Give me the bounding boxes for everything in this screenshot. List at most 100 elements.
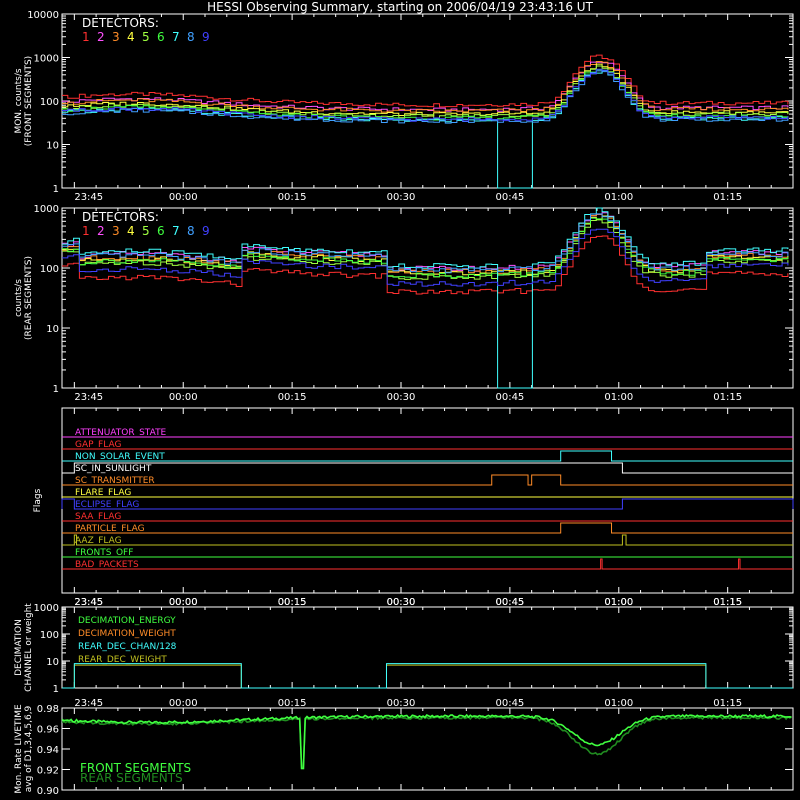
y-tick-label: 0.98 (37, 704, 59, 715)
x-tick-label: 00:30 (387, 597, 416, 608)
legend-detector-6: 6 (157, 30, 165, 44)
series-detector-8 (62, 213, 789, 274)
flag-label: BAD_PACKETS (75, 560, 139, 570)
legend-livetime: REAR SEGMENTS (80, 771, 183, 785)
y-axis-label: (REAR SEGMENTS) (24, 256, 34, 340)
legend-detector-4: 4 (127, 30, 135, 44)
x-tick-label: 00:00 (169, 392, 198, 403)
x-tick-label: 23:45 (74, 698, 103, 709)
legend-detector-1: 1 (82, 30, 90, 44)
series-detector-8 (62, 70, 789, 124)
panel-3-frame (61, 606, 794, 689)
y-tick-label: 1000 (34, 54, 59, 65)
x-tick-label: 00:45 (495, 597, 524, 608)
flag-label: ECLIPSE_FLAG (75, 500, 139, 510)
legend-detector-4: 4 (127, 224, 135, 238)
legend-decimation: DECIMATION_WEIGHT (78, 629, 176, 639)
x-tick-label: 00:00 (169, 698, 198, 709)
x-tick-label: 00:00 (169, 192, 198, 203)
flag-line (62, 462, 793, 474)
series-detector-1 (62, 54, 789, 108)
legend-title: DETECTORS: (82, 210, 159, 224)
series-detector-6 (62, 217, 789, 279)
flag-label: PARTICLE_FLAG (75, 524, 145, 534)
y-tick-label: 0.92 (37, 766, 59, 777)
flag-label: SAA_FLAG (75, 512, 121, 522)
legend-decimation: DECIMATION_ENERGY (78, 616, 176, 626)
x-tick-label: 23:45 (74, 597, 103, 608)
legend-title: DETECTORS: (82, 16, 159, 30)
legend-detector-9: 9 (202, 30, 210, 44)
y-axis-label: Flags (33, 488, 43, 512)
legend-detector-7: 7 (172, 30, 180, 44)
legend-livetime: FRONT SEGMENTS (80, 761, 191, 775)
x-tick-label: 00:00 (169, 597, 198, 608)
series-detector-3 (62, 61, 789, 113)
x-tick-label: 00:45 (495, 192, 524, 203)
flag-label: FLARE_FLAG (75, 488, 131, 498)
legend-detector-9: 9 (202, 224, 210, 238)
flag-line (62, 474, 793, 486)
series-rear-dec-weight (62, 664, 793, 689)
x-tick-label: 00:15 (278, 698, 307, 709)
y-tick-label: 10 (46, 141, 59, 152)
y-tick-label: 1000 (34, 204, 59, 215)
y-axis-label: MON. counts/s (14, 68, 24, 133)
x-tick-label: 00:00 (169, 597, 198, 608)
x-tick-label: 00:15 (278, 597, 307, 608)
y-tick-label: 1 (53, 184, 59, 195)
legend-detector-5: 5 (142, 224, 150, 238)
x-tick-label: 00:45 (495, 392, 524, 403)
legend-detector-3: 3 (112, 224, 120, 238)
x-tick-label: 00:15 (278, 597, 307, 608)
flag-line (61, 498, 794, 510)
x-tick-label: 01:15 (713, 698, 742, 709)
flag-line (62, 522, 793, 534)
panel-1-frame (61, 207, 794, 389)
x-tick-label: 00:30 (387, 597, 416, 608)
flag-label: SC_IN_SUNLIGHT (75, 464, 152, 474)
series-detector-9 (62, 228, 789, 287)
y-tick-label: 100 (40, 264, 59, 275)
y-tick-label: 10000 (27, 10, 59, 21)
y-tick-label: 1 (53, 684, 59, 695)
x-tick-label: 00:15 (278, 392, 307, 403)
series-livetime-front (61, 713, 792, 770)
x-tick-label: 01:15 (713, 597, 742, 608)
flag-label: SC_TRANSMITTER (75, 476, 155, 486)
y-tick-label: 0.94 (37, 745, 59, 756)
legend-detector-5: 5 (142, 30, 150, 44)
y-tick-label: 0.90 (37, 786, 59, 797)
y-tick-label: 1000 (34, 603, 59, 614)
legend-detector-3: 3 (112, 30, 120, 44)
x-tick-label: 01:15 (713, 192, 742, 203)
series-detector-1 (62, 235, 789, 295)
series-detector-9 (62, 68, 789, 122)
series-detector-7 (62, 70, 789, 189)
legend-detector-6: 6 (157, 224, 165, 238)
x-tick-label: 00:45 (495, 597, 524, 608)
series-detector-2 (62, 212, 789, 272)
x-tick-label: 01:00 (604, 392, 633, 403)
y-tick-label: 0.96 (37, 725, 59, 736)
x-tick-label: 00:30 (387, 192, 416, 203)
x-tick-label: 00:30 (387, 392, 416, 403)
x-tick-label: 23:45 (74, 392, 103, 403)
flag-label: ATTENUATOR_STATE (75, 428, 167, 438)
legend-detector-2: 2 (97, 224, 105, 238)
legend-detector-1: 1 (82, 224, 90, 238)
x-tick-label: 01:00 (604, 698, 633, 709)
series-detector-7 (62, 207, 789, 389)
x-tick-label: 23:45 (74, 597, 103, 608)
x-tick-label: 01:15 (713, 597, 742, 608)
series-rear-dec-chan (62, 663, 793, 689)
flag-label: NON_SOLAR_EVENT (75, 452, 165, 462)
y-tick-label: 10 (46, 324, 59, 335)
x-tick-label: 23:45 (74, 192, 103, 203)
x-tick-label: 01:00 (604, 192, 633, 203)
panel-2-frame (61, 407, 794, 594)
x-tick-label: 00:30 (387, 698, 416, 709)
x-tick-label: 01:00 (604, 597, 633, 608)
y-axis-label: avg of D1,3,4,5,6,9 (24, 705, 34, 792)
